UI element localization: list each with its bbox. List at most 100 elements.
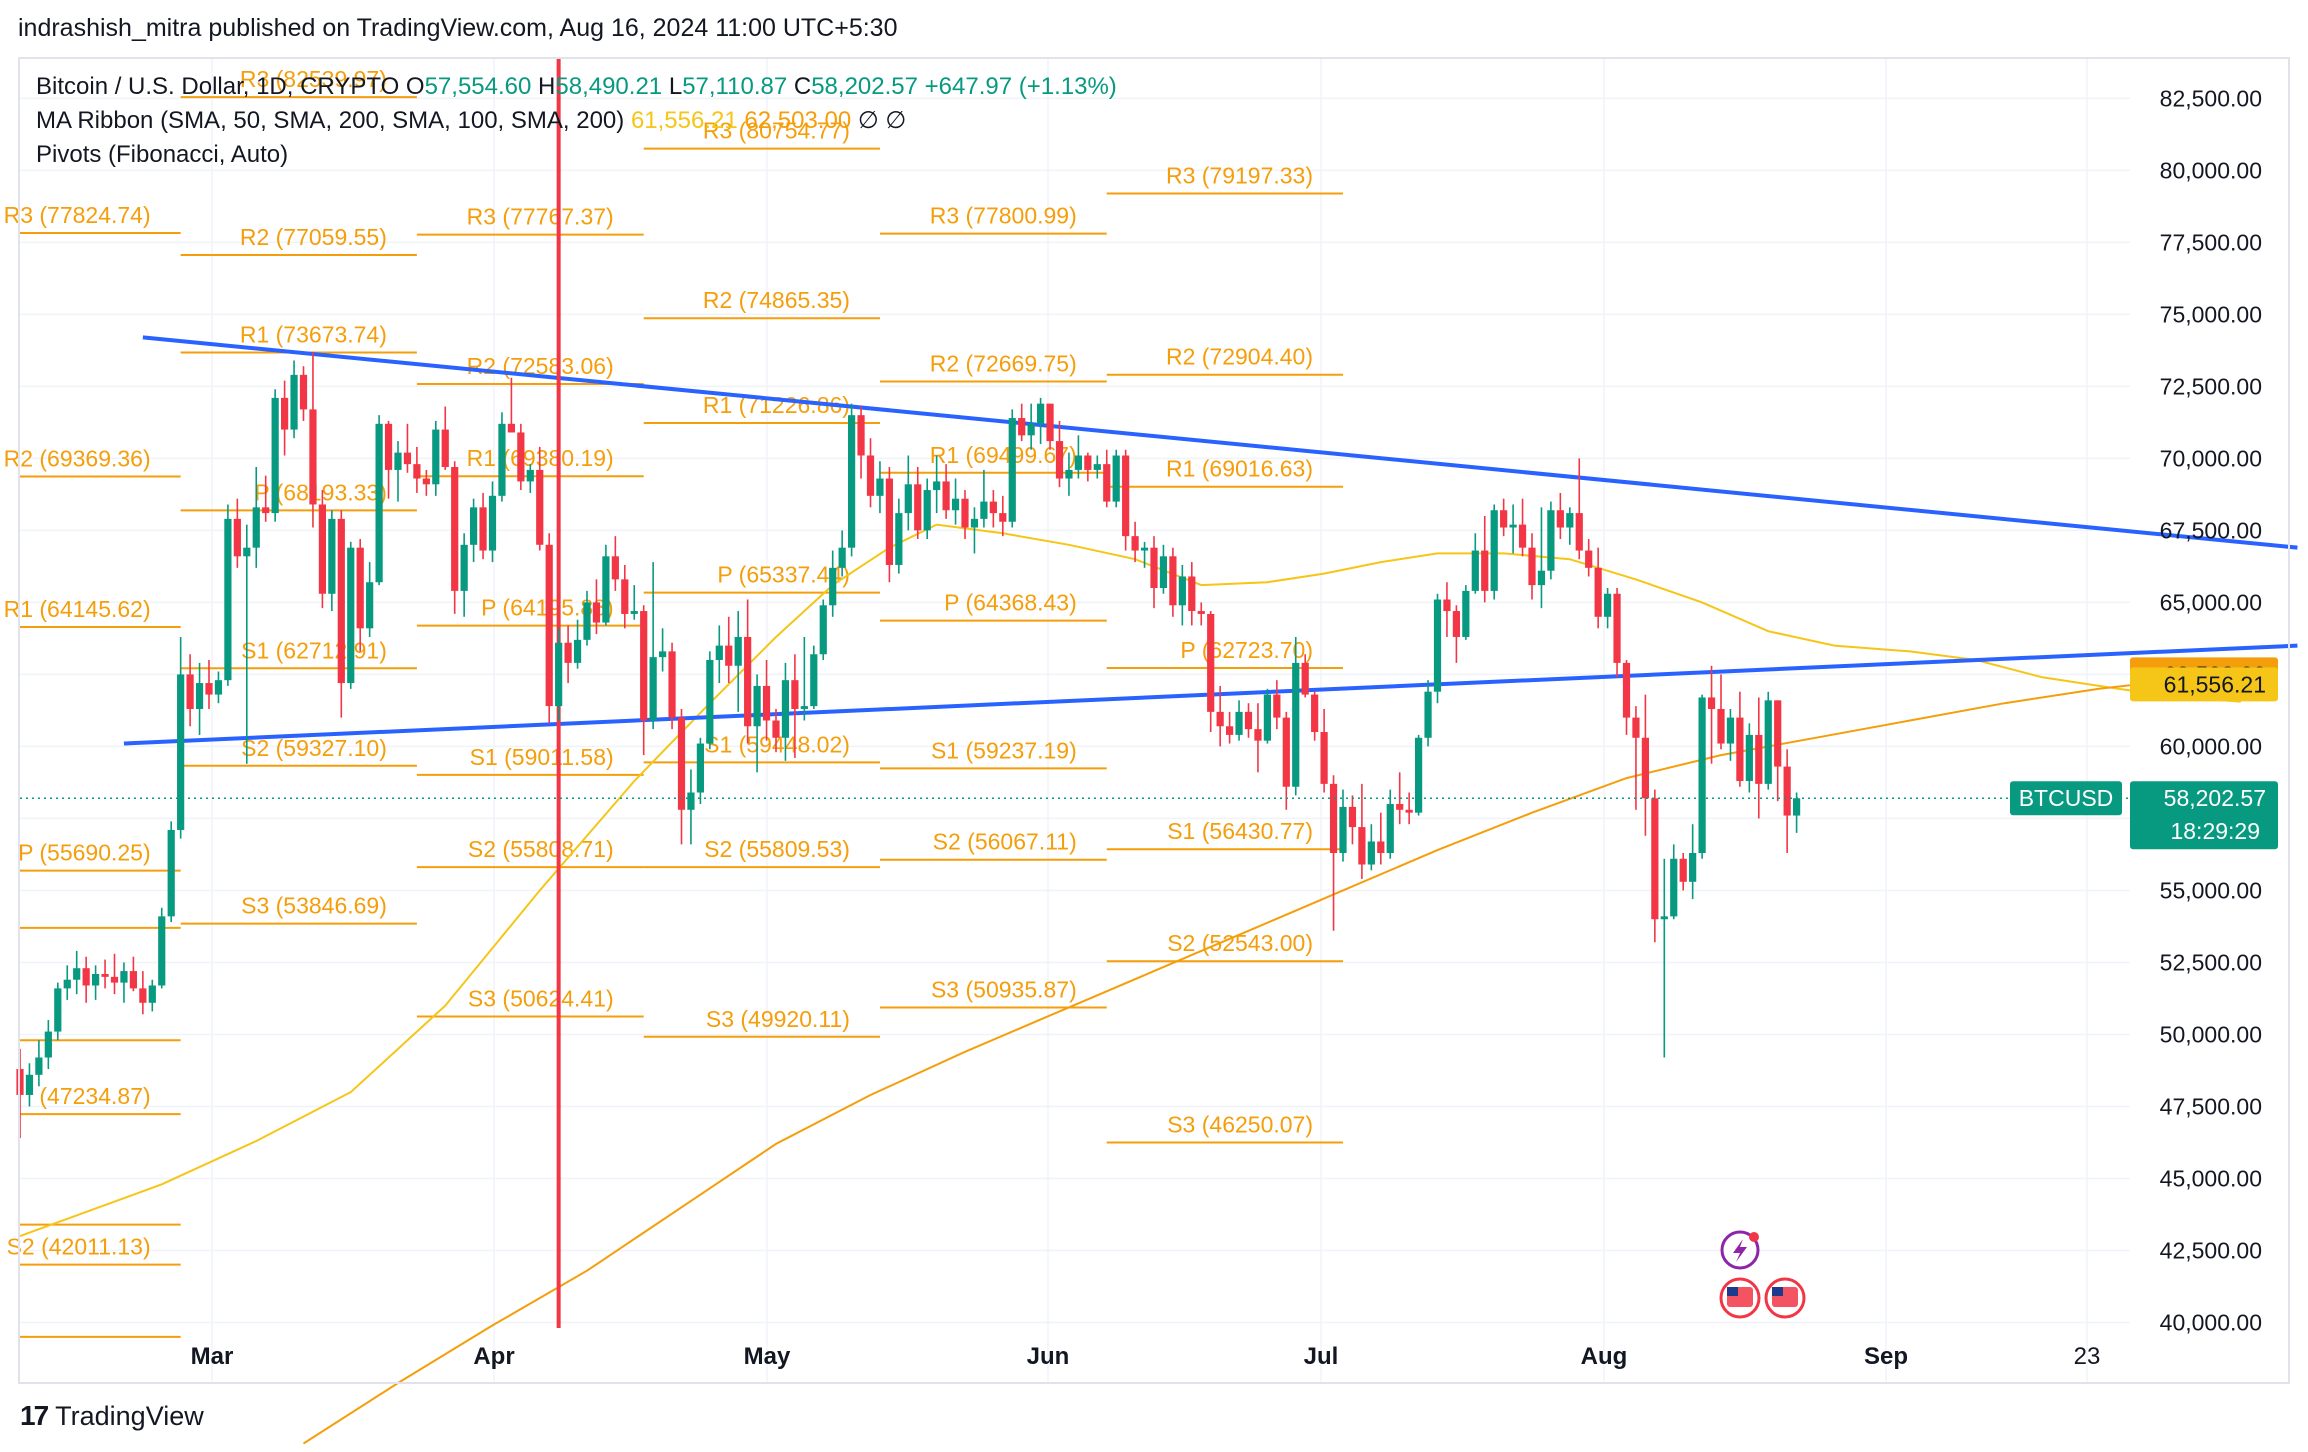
price-tick-label: 55,000.00	[2160, 877, 2262, 903]
pivot-level-label: R3 (79197.33)	[1166, 162, 1313, 188]
candle-body	[148, 985, 156, 1003]
price-axis[interactable]: 82,500.00 80,000.00 77,500.00 75,000.00 72,5…	[2160, 85, 2262, 1335]
price-tick-label: 72,500.00	[2160, 373, 2262, 399]
candle-body	[1273, 694, 1281, 718]
candle-body	[375, 423, 383, 583]
open-label: O	[405, 73, 425, 100]
pivot-level-label: S3 (46250.07)	[1167, 1111, 1313, 1137]
candle-body	[195, 683, 204, 709]
candle-body	[1537, 570, 1546, 586]
candle-body	[82, 968, 90, 986]
candle-body	[1377, 841, 1385, 853]
ma-50-price-tag: 61,556.21	[2164, 671, 2266, 697]
candle-body	[290, 374, 298, 430]
candle-body	[177, 674, 185, 830]
candle-body	[980, 501, 988, 519]
candle-body	[640, 611, 648, 721]
candle-body	[1074, 455, 1082, 470]
candle-body	[432, 429, 440, 485]
candle-body	[413, 464, 421, 479]
candle-body	[1320, 732, 1328, 784]
candle-body	[1131, 536, 1139, 551]
candle-body	[1528, 547, 1536, 586]
candle-body	[999, 513, 1007, 522]
candle-body	[167, 829, 175, 917]
candle-body	[470, 507, 478, 545]
price-tick-label: 65,000.00	[2160, 589, 2262, 615]
candle-body	[139, 988, 147, 1003]
ma-na-values: ∅ ∅	[857, 107, 907, 134]
candle-body	[1679, 858, 1687, 882]
candle-body	[1764, 700, 1772, 784]
price-tick-label: 75,000.00	[2160, 301, 2262, 327]
time-tick-label: Mar	[191, 1343, 234, 1370]
candle-body	[791, 680, 799, 709]
candle-body	[129, 971, 137, 989]
candle-body	[659, 651, 667, 658]
candle-body	[1490, 510, 1498, 591]
pivot-level-label: R2 (74865.35)	[703, 287, 850, 313]
candle-body	[876, 478, 884, 496]
publish-info: indrashish_mitra published on TradingVie…	[18, 14, 898, 42]
candle-body	[1585, 550, 1593, 568]
symbol-legend-row[interactable]: Bitcoin / U.S. Dollar, 1D, CRYPTO O57,55…	[36, 70, 1117, 104]
candle-body	[715, 645, 723, 661]
candle-body	[1103, 464, 1111, 502]
candle-body	[1736, 717, 1744, 781]
pivot-level-label: S3 (50935.87)	[931, 977, 1077, 1003]
candle-body	[1037, 403, 1045, 424]
candle-body	[507, 423, 515, 433]
candle-body	[1386, 804, 1394, 853]
candle-body	[914, 484, 922, 531]
notification-dot-icon	[1749, 1232, 1759, 1242]
candle-body	[73, 968, 81, 980]
us-flag-canton-icon	[1772, 1287, 1783, 1296]
candle-body	[706, 660, 714, 744]
pivot-level-label: P (65337.44)	[717, 562, 850, 588]
candle-body	[838, 547, 846, 568]
candle-body	[1339, 806, 1347, 853]
candle-body	[281, 397, 289, 430]
time-axis[interactable]: Mar Apr May Jun Jul Aug Sep 23	[191, 1343, 2101, 1370]
pivot-level-label: S2 (55808.71)	[468, 836, 614, 862]
candle-body	[1197, 611, 1205, 614]
candle-body	[1509, 524, 1517, 528]
candle-body	[252, 507, 260, 548]
candle-body	[1178, 576, 1186, 606]
candle-body	[942, 481, 950, 511]
candle-body	[545, 544, 553, 707]
pivot-level-label: R3 (77800.99)	[930, 203, 1077, 229]
pivot-level-label: S3 (50624.41)	[468, 985, 614, 1011]
candle-body	[1415, 737, 1423, 813]
candle-body	[1055, 441, 1064, 479]
last-price-tag-bg	[2130, 781, 2278, 850]
ma-ribbon-legend-row[interactable]: MA Ribbon (SMA, 50, SMA, 200, SMA, 100, …	[36, 104, 1117, 138]
event-icons[interactable]	[1719, 1230, 1806, 1319]
sma-50-line	[19, 523, 2241, 1238]
tradingview-footer[interactable]: 17 TradingView	[20, 1400, 204, 1432]
pivot-level-label: R1 (64145.62)	[4, 596, 151, 622]
candle-body	[441, 429, 449, 468]
symbol-tag: BTCUSD	[2019, 785, 2114, 811]
candle-body	[583, 602, 591, 640]
candle-body	[1216, 711, 1224, 727]
price-tick-label: 50,000.00	[2160, 1021, 2262, 1047]
candle-body	[989, 501, 997, 514]
pivot-level-label: S1 (56430.77)	[1167, 818, 1313, 844]
candle-body	[668, 651, 676, 718]
pivots-legend-row[interactable]: Pivots (Fibonacci, Auto)	[36, 138, 1117, 172]
candle-body	[866, 455, 875, 496]
candle-body	[1613, 593, 1621, 663]
candle-body	[1254, 729, 1262, 741]
trendline-upper[interactable]	[142, 335, 2298, 550]
pivot-level-label: R3 (77767.37)	[467, 204, 614, 230]
low-label: L	[668, 73, 683, 100]
pivot-level-label: R3 (82539.97)	[240, 66, 387, 92]
candle-body	[1140, 547, 1149, 551]
candle-body	[1547, 510, 1555, 571]
candle-body	[1641, 737, 1649, 799]
candle-body	[1632, 717, 1640, 738]
candle-body	[309, 409, 317, 505]
candle-body	[299, 374, 308, 410]
